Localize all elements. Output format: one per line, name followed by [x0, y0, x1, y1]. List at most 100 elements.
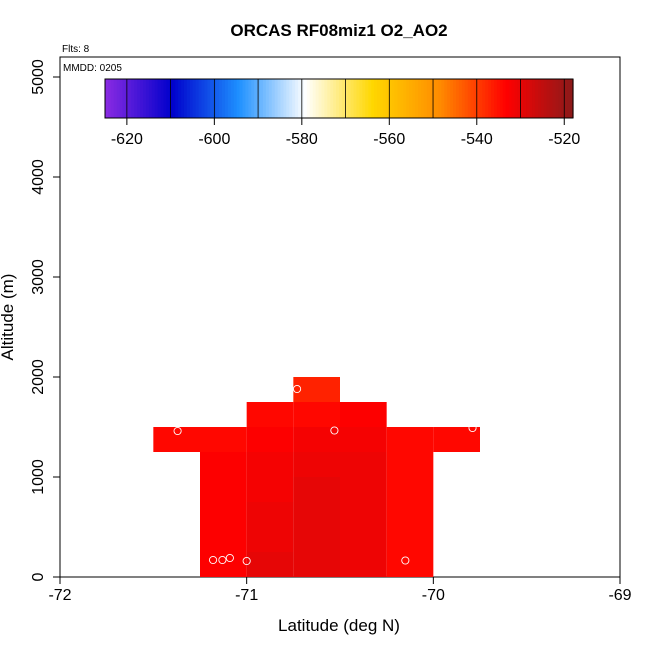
- colorbar-segment: [227, 79, 232, 118]
- colorbar-segment: [154, 79, 159, 118]
- colorbar-segment: [183, 79, 188, 118]
- colorbar-segment: [283, 79, 287, 118]
- colorbar-segment: [344, 79, 349, 118]
- colorbar-segment: [409, 79, 413, 118]
- colorbar-segment: [564, 79, 568, 118]
- colorbar-segment: [496, 79, 501, 118]
- colorbar-segment: [268, 79, 273, 118]
- colorbar-segment: [298, 79, 302, 118]
- colorbar-segment: [318, 79, 323, 118]
- colorbar-segment: [116, 79, 121, 118]
- colorbar-segment: [417, 79, 422, 118]
- colorbar-segment: [520, 79, 524, 118]
- colorbar-segment: [119, 79, 124, 118]
- colorbar-segment: [438, 79, 442, 118]
- heatmap-cell: [386, 452, 434, 477]
- colorbar-segment: [543, 79, 548, 118]
- colorbar-segment: [435, 79, 440, 118]
- heatmap-cell: [433, 427, 480, 452]
- colorbar-segment: [134, 79, 138, 118]
- heatmap-cell: [200, 552, 247, 577]
- colorbar-ticks: -620 -600 -580 -560 -540 -520: [111, 118, 580, 148]
- colorbar-segment: [388, 79, 393, 118]
- heatmap-cell: [200, 527, 247, 552]
- colorbar-segment: [362, 79, 366, 118]
- colorbar-segment: [286, 79, 290, 118]
- colorbar-segment: [131, 79, 135, 118]
- x-tick-label: -69: [608, 587, 631, 604]
- data-point: [293, 384, 302, 394]
- colorbar-segment: [426, 79, 431, 118]
- heatmap-cell: [340, 402, 387, 427]
- colorbar-segment: [181, 79, 185, 118]
- colorbar-segment: [400, 79, 404, 118]
- colorbar-segment: [549, 79, 554, 118]
- colorbar-segment: [189, 79, 194, 118]
- chart-title: ORCAS RF08miz1 O2_AO2: [230, 21, 447, 40]
- heatmap-cell: [200, 477, 247, 502]
- colorbar-tick-label: -620: [111, 131, 143, 148]
- colorbar-segment: [537, 79, 542, 118]
- colorbar-segment: [570, 79, 574, 118]
- colorbar-segment: [122, 79, 127, 118]
- colorbar-segment: [140, 79, 144, 118]
- colorbar-segment: [479, 79, 483, 118]
- colorbar-segment: [377, 79, 381, 118]
- colorbar-segment: [464, 79, 469, 118]
- colorbar-segment: [523, 79, 527, 118]
- colorbar-segment: [356, 79, 361, 118]
- colorbar-segment: [292, 79, 296, 118]
- colorbar-segment: [110, 79, 115, 118]
- colorbar-segment: [186, 79, 191, 118]
- x-axis-label: Latitude (deg N): [278, 616, 400, 635]
- colorbar-segment: [412, 79, 416, 118]
- colorbar-segment: [429, 79, 434, 118]
- colorbar-segment: [274, 79, 279, 118]
- colorbar-segment: [552, 79, 557, 118]
- data-point: [218, 555, 227, 565]
- colorbar-segment: [456, 79, 460, 118]
- flights-annotation: Flts: 8: [62, 44, 90, 55]
- colorbar-segment: [529, 79, 533, 118]
- colorbar-segment: [558, 79, 562, 118]
- heatmap-cell: [200, 452, 247, 477]
- heatmap-cell: [293, 552, 340, 577]
- colorbar-segment: [222, 79, 226, 118]
- heatmap-cell: [246, 477, 294, 502]
- colorbar-segment: [336, 79, 340, 118]
- colorbar-segment: [210, 79, 214, 118]
- colorbar-segment: [532, 79, 536, 118]
- colorbar-segment: [295, 79, 299, 118]
- colorbar-segment: [265, 79, 270, 118]
- heatmap-cell: [293, 402, 340, 427]
- colorbar-segment: [330, 79, 334, 118]
- colorbar-segment: [488, 79, 492, 118]
- colorbar-segment: [485, 79, 489, 118]
- heatmap-cell: [386, 527, 434, 552]
- heatmap-cell: [293, 452, 340, 477]
- colorbar-tick-label: -560: [373, 131, 405, 148]
- heatmap-cell: [386, 427, 434, 452]
- colorbar-segment: [441, 79, 445, 118]
- heatmap-cell: [246, 527, 294, 552]
- colorbar-segment: [511, 79, 516, 118]
- colorbar-segment: [160, 79, 165, 118]
- colorbar-segment: [403, 79, 407, 118]
- x-tick-label: -70: [422, 587, 445, 604]
- heatmap-cell: [340, 552, 387, 577]
- colorbar-tick-label: -580: [286, 131, 318, 148]
- colorbar-segment: [385, 79, 390, 118]
- colorbar-segment: [359, 79, 363, 118]
- colorbar-segment: [163, 79, 168, 118]
- data-point: [242, 556, 251, 566]
- y-tick-label: 5000: [30, 59, 47, 95]
- data-point: [173, 426, 182, 436]
- x-axis: -72 -71 -70 -69: [48, 577, 632, 604]
- heatmap-cell: [340, 502, 387, 527]
- colorbar-segment: [341, 79, 346, 118]
- colorbar-segment: [467, 79, 472, 118]
- colorbar-segment: [517, 79, 521, 118]
- data-point: [209, 555, 218, 565]
- colorbar-segment: [303, 79, 308, 118]
- colorbar-segment: [262, 79, 267, 118]
